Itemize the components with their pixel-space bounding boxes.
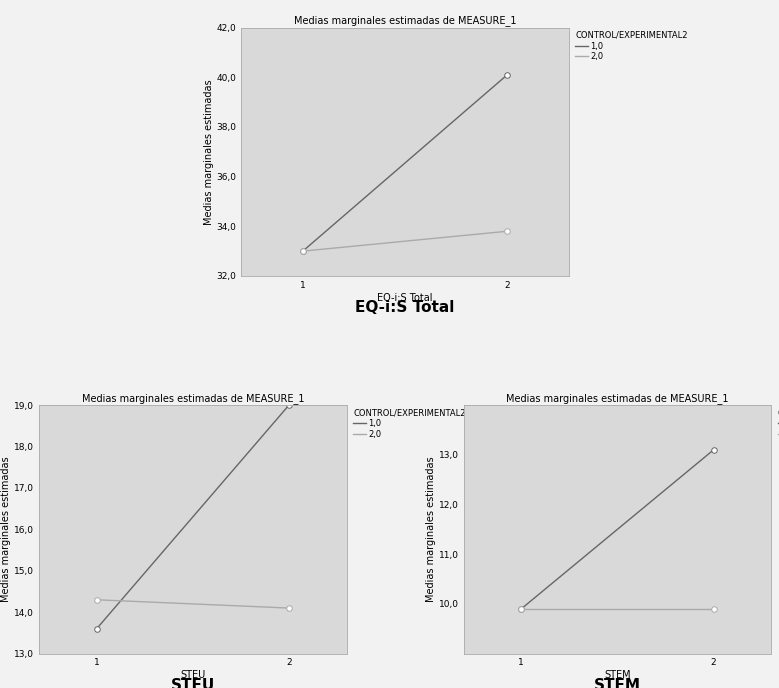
Legend: 1,0, 2,0: 1,0, 2,0	[350, 405, 469, 442]
X-axis label: STEM: STEM	[604, 670, 631, 680]
Text: EQ-i:S Total: EQ-i:S Total	[355, 300, 455, 315]
Y-axis label: Medias marginales estimadas: Medias marginales estimadas	[426, 457, 436, 602]
Y-axis label: Medias marginales estimadas: Medias marginales estimadas	[204, 79, 214, 224]
Text: STEM: STEM	[594, 678, 641, 688]
Y-axis label: Medias marginales estimadas: Medias marginales estimadas	[2, 457, 12, 602]
Text: STEU: STEU	[171, 678, 215, 688]
Legend: 1,0, 2,0: 1,0, 2,0	[774, 405, 779, 442]
Title: Medias marginales estimadas de MEASURE_1: Medias marginales estimadas de MEASURE_1	[82, 393, 304, 404]
Title: Medias marginales estimadas de MEASURE_1: Medias marginales estimadas de MEASURE_1	[506, 393, 728, 404]
X-axis label: EQ-i:S Total: EQ-i:S Total	[377, 292, 433, 303]
Title: Medias marginales estimadas de MEASURE_1: Medias marginales estimadas de MEASURE_1	[294, 15, 516, 26]
Legend: 1,0, 2,0: 1,0, 2,0	[572, 28, 691, 65]
X-axis label: STEU: STEU	[180, 670, 206, 680]
